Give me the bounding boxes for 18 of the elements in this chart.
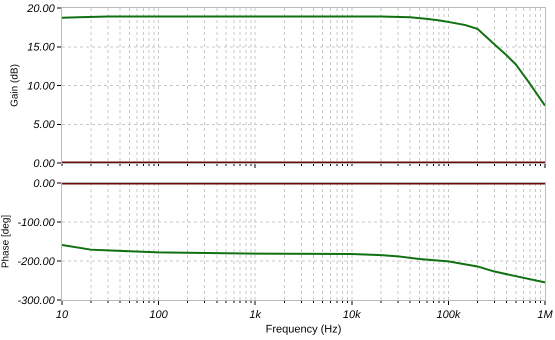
x-tick-label: 10k (342, 309, 362, 322)
y-tick-label: -200.00 (17, 256, 56, 268)
y-axis-title: Gain (dB) (9, 64, 20, 107)
y-tick-label: 20.00 (26, 2, 56, 15)
y-tick-label: 15.00 (27, 42, 56, 54)
y-tick-label: 0.00 (33, 178, 56, 190)
x-tick-label: 1k (249, 309, 262, 322)
x-tick-label: 100k (436, 309, 461, 322)
x-tick-label: 1M (537, 309, 554, 322)
x-tick-label: 100 (149, 309, 169, 322)
x-tick-label: 10 (56, 309, 69, 322)
x-axis-title: Frequency (Hz) (266, 323, 342, 336)
y-tick-label: 5.00 (33, 119, 56, 132)
y-tick-label: 10.00 (27, 80, 56, 92)
y-axis-title: Phase [deg] (0, 214, 12, 268)
y-tick-label: -300.00 (17, 294, 56, 307)
y-tick-label: 0.00 (33, 158, 56, 170)
y-tick-label: -100.00 (17, 216, 56, 229)
